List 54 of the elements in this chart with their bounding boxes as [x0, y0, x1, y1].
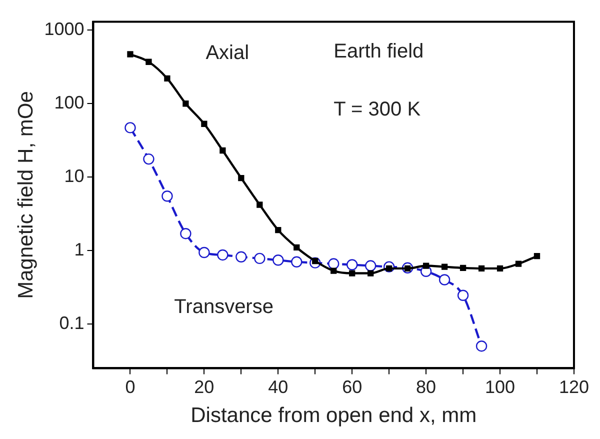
series-label: Transverse [174, 296, 274, 318]
annotation: T = 300 K [334, 98, 422, 120]
x-tick-label: 0 [125, 376, 136, 397]
point [143, 153, 154, 165]
x-tick-label: 100 [485, 376, 516, 397]
point [254, 252, 266, 264]
x-tick-label: 40 [268, 376, 288, 397]
point [238, 174, 244, 182]
point [220, 147, 226, 154]
point [460, 264, 466, 271]
point [256, 202, 263, 208]
point [328, 258, 340, 270]
point [162, 190, 173, 202]
point [457, 290, 469, 301]
y-tick-label: 1 [74, 239, 84, 260]
point [441, 264, 448, 270]
point [198, 246, 210, 258]
point [275, 226, 282, 234]
point [438, 274, 450, 286]
point [534, 253, 540, 260]
point [294, 244, 300, 251]
series-label: Axial [206, 42, 250, 64]
point [476, 340, 488, 352]
x-tick-label: 80 [416, 376, 436, 397]
point [291, 256, 302, 268]
point [236, 251, 247, 262]
point [422, 262, 430, 269]
point [349, 270, 356, 276]
x-tick-label: 120 [558, 376, 590, 397]
point [201, 120, 208, 127]
point [272, 254, 284, 266]
x-tick-label: 20 [194, 376, 214, 397]
point [496, 265, 504, 272]
point [515, 260, 522, 267]
point [164, 75, 170, 82]
y-axis-title: Magnetic field H, mOe [14, 91, 38, 299]
x-axis-title: Distance from open end x, mm [190, 404, 477, 428]
y-tick-label: 100 [54, 92, 84, 113]
point [330, 268, 337, 274]
y-tick-label: 1000 [44, 19, 84, 40]
point [217, 249, 228, 261]
y-tick-label: 10 [64, 166, 84, 186]
point [478, 265, 485, 272]
point [180, 228, 192, 240]
point [127, 51, 134, 58]
point [346, 259, 358, 270]
annotation: Earth field [334, 40, 424, 62]
point [368, 270, 374, 276]
x-tick-label: 60 [342, 376, 362, 397]
point [124, 122, 136, 134]
point [364, 260, 376, 272]
point [182, 100, 189, 107]
point [146, 58, 152, 65]
y-tick-label: 0.1 [59, 312, 84, 333]
